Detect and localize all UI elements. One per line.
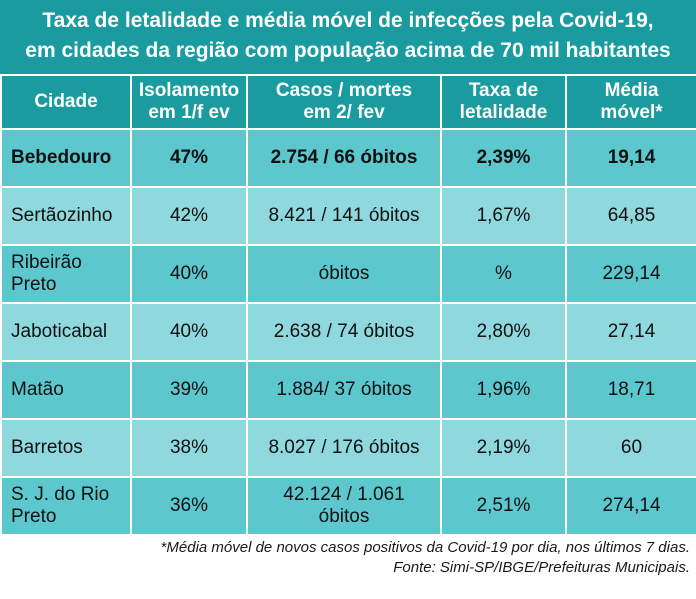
cities-table: Cidade Isolamento em 1/f ev Casos / mort… (0, 74, 696, 536)
cell-taxa: 2,19% (440, 418, 567, 478)
cell-city: Sertãozinho (0, 186, 132, 246)
footnote: *Média móvel de novos casos positivos da… (161, 538, 690, 578)
table-row: Sertãozinho 42% 8.421 / 141 óbitos 1,67%… (0, 186, 696, 246)
cell-city: S. J. do Rio Preto (0, 476, 132, 536)
table-row: Bebedouro 47% 2.754 / 66 óbitos 2,39% 19… (0, 128, 696, 188)
cell-casos: óbitos (246, 244, 442, 304)
cell-isolamento: 38% (130, 418, 248, 478)
table-row: S. J. do Rio Preto 36% 42.124 / 1.061 óbit… (0, 476, 696, 536)
table-row: Ribeirão Preto 40% óbitos % 229,14 (0, 244, 696, 304)
cell-isolamento: 40% (130, 302, 248, 362)
cell-isolamento: 36% (130, 476, 248, 536)
footnote-definition: *Média móvel de novos casos positivos da… (160, 539, 690, 556)
cell-casos: 8.027 / 176 óbitos (246, 418, 442, 478)
cell-media: 19,14 (565, 128, 696, 188)
cell-casos: 2.638 / 74 óbitos (246, 302, 442, 362)
table-row: Jaboticabal 40% 2.638 / 74 óbitos 2,80% … (0, 302, 696, 362)
table-row: Barretos 38% 8.027 / 176 óbitos 2,19% 60 (0, 418, 696, 478)
cell-casos: 2.754 / 66 óbitos (246, 128, 442, 188)
cell-media: 229,14 (565, 244, 696, 304)
cell-media: 274,14 (565, 476, 696, 536)
cell-city: Jaboticabal (0, 302, 132, 362)
cell-casos: 8.421 / 141 óbitos (246, 186, 442, 246)
title-line-1: Taxa de letalidade e média móvel de infe… (42, 9, 654, 32)
cell-taxa: 2,39% (440, 128, 567, 188)
cell-city: Barretos (0, 418, 132, 478)
cell-taxa: 1,96% (440, 360, 567, 420)
cell-taxa: % (440, 244, 567, 304)
cell-isolamento: 42% (130, 186, 248, 246)
cell-media: 27,14 (565, 302, 696, 362)
table-row: Matão 39% 1.884/ 37 óbitos 1,96% 18,71 (0, 360, 696, 420)
cell-taxa: 2,51% (440, 476, 567, 536)
cell-city: Matão (0, 360, 132, 420)
cell-casos: 1.884/ 37 óbitos (246, 360, 442, 420)
cell-media: 18,71 (565, 360, 696, 420)
header-casos-mortes: Casos / mortes em 2/ fev (246, 74, 442, 130)
header-isolamento: Isolamento em 1/f ev (130, 74, 248, 130)
header-cidade: Cidade (0, 74, 132, 130)
cell-taxa: 2,80% (440, 302, 567, 362)
infographic-title: Taxa de letalidade e média móvel de infe… (0, 0, 696, 74)
cell-media: 60 (565, 418, 696, 478)
table-header-row: Cidade Isolamento em 1/f ev Casos / mort… (0, 74, 696, 130)
cell-city: Bebedouro (0, 128, 132, 188)
footnote-source: Fonte: Simi-SP/IBGE/Prefeituras Municipa… (393, 559, 690, 576)
header-taxa-letalidade: Taxa de letalidade (440, 74, 567, 130)
cell-casos: 42.124 / 1.061 óbitos (246, 476, 442, 536)
title-line-2: em cidades da região com população acima… (25, 39, 671, 62)
cell-isolamento: 40% (130, 244, 248, 304)
header-media-movel: Média móvel* (565, 74, 696, 130)
cell-isolamento: 47% (130, 128, 248, 188)
cell-isolamento: 39% (130, 360, 248, 420)
cell-media: 64,85 (565, 186, 696, 246)
cell-city: Ribeirão Preto (0, 244, 132, 304)
cell-taxa: 1,67% (440, 186, 567, 246)
